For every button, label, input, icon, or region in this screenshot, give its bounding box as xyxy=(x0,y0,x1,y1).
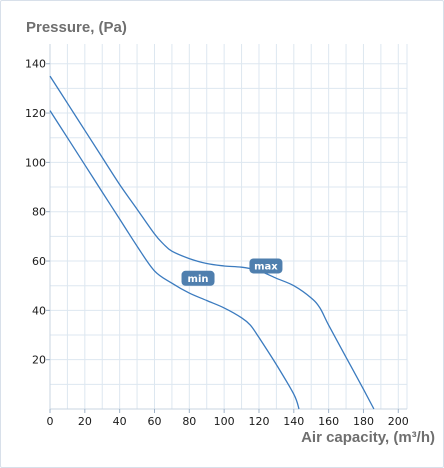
x-tick-label: 120 xyxy=(248,415,269,428)
x-tick-label: 140 xyxy=(283,415,304,428)
y-tick-label: 20 xyxy=(32,354,46,367)
series-tag-label-max: max xyxy=(254,261,278,272)
series-line-max xyxy=(49,75,375,410)
plot-area xyxy=(50,44,407,409)
x-axis-title: Air capacity, (m³/h) xyxy=(301,429,435,446)
series-tag-min xyxy=(181,270,215,286)
y-tick-label: 60 xyxy=(32,255,46,268)
y-tick-label: 120 xyxy=(25,107,46,120)
x-tick-label: 40 xyxy=(113,415,127,428)
series-tag-max xyxy=(249,258,283,274)
x-tick-label: 20 xyxy=(78,415,92,428)
x-tick-label: 100 xyxy=(214,415,235,428)
x-tick-label: 200 xyxy=(388,415,409,428)
x-tick-label: 180 xyxy=(353,415,374,428)
y-tick-label: 40 xyxy=(32,304,46,317)
x-tick-label: 160 xyxy=(318,415,339,428)
x-tick-label: 0 xyxy=(47,415,54,428)
x-tick-label: 80 xyxy=(182,415,196,428)
y-axis-title: Pressure, (Pa) xyxy=(26,19,127,36)
y-tick-label: 140 xyxy=(25,58,46,71)
y-tick-label: 80 xyxy=(32,206,46,219)
y-tick-label: 100 xyxy=(25,156,46,169)
series-tag-label-min: min xyxy=(188,274,209,285)
series-line-min xyxy=(49,110,300,410)
x-tick-label: 60 xyxy=(147,415,161,428)
